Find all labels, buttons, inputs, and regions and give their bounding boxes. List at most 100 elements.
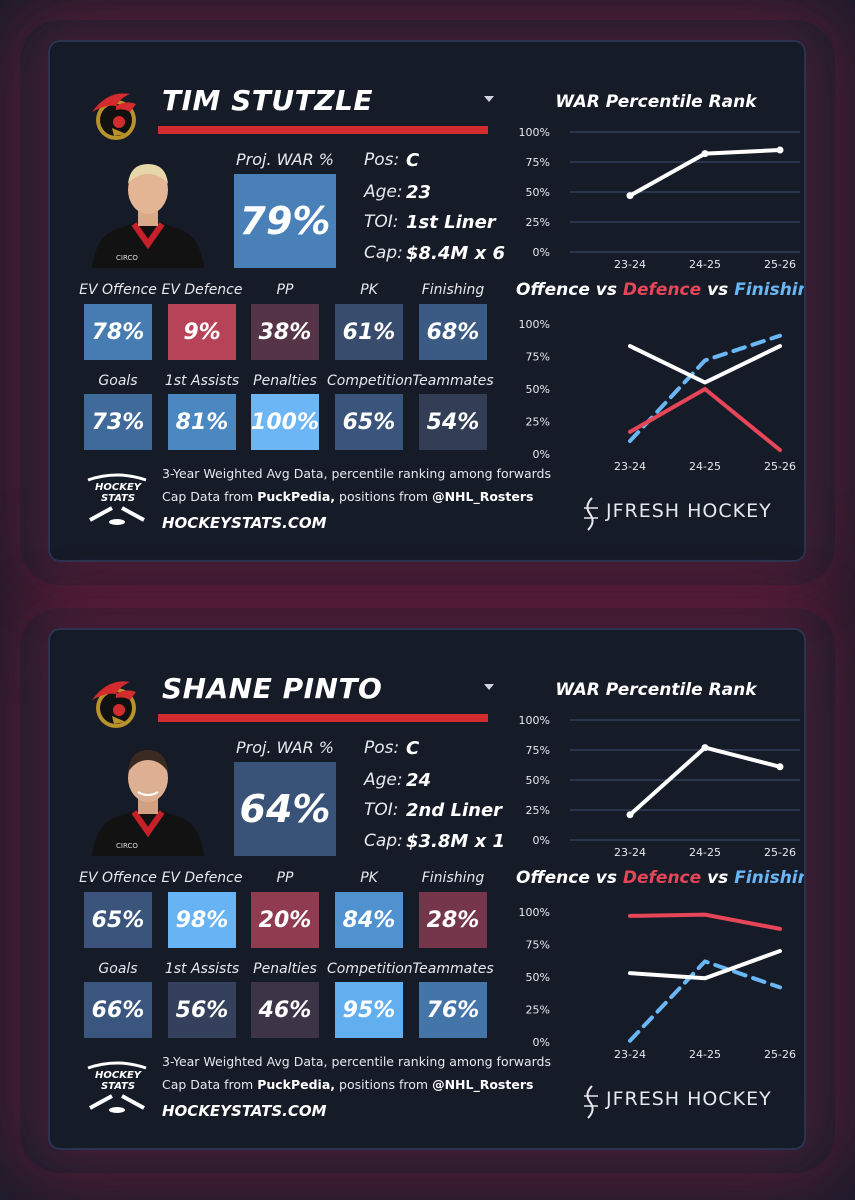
info-label-pos: Pos: bbox=[364, 738, 400, 758]
war-chart-title: WAR Percentile Rank bbox=[555, 92, 757, 112]
x-tick-label: 24-25 bbox=[689, 258, 721, 270]
hockeystats-logo-text: HOCKEY STATS bbox=[94, 482, 142, 504]
metric-value-box: 46% bbox=[251, 982, 319, 1038]
y-tick-label: 75% bbox=[526, 351, 550, 364]
metric-value-box: 61% bbox=[335, 304, 403, 360]
metric-value-box: 9% bbox=[168, 304, 236, 360]
svg-text:CIRCO: CIRCO bbox=[116, 254, 138, 262]
x-tick-label: 24-25 bbox=[689, 1048, 721, 1061]
metric-label: Penalties bbox=[253, 961, 317, 977]
footer-credit-prefix: Cap Data from bbox=[162, 489, 258, 504]
metric-label: Goals bbox=[98, 961, 138, 977]
war-label: Proj. WAR % bbox=[236, 738, 335, 757]
war-label: Proj. WAR % bbox=[236, 150, 335, 169]
war-point bbox=[701, 744, 709, 752]
y-tick-label: 25% bbox=[526, 1004, 550, 1017]
series-line-finishing bbox=[628, 333, 782, 443]
player-name: TIM STUTZLE bbox=[162, 84, 374, 117]
metric-value-box: 68% bbox=[419, 304, 487, 360]
metric-value-box: 65% bbox=[84, 892, 152, 948]
metric-label: EV Defence bbox=[161, 282, 243, 298]
info-value-pos: C bbox=[406, 738, 420, 759]
metric-label: 1st Assists bbox=[164, 373, 240, 389]
metric-label: Teammates bbox=[412, 373, 494, 389]
y-tick-label: 0% bbox=[533, 448, 550, 461]
info-value-age: 24 bbox=[406, 770, 432, 791]
hockeystats-logo-icon bbox=[87, 473, 147, 525]
x-tick-label: 23-24 bbox=[614, 846, 646, 858]
y-tick-label: 75% bbox=[526, 744, 550, 757]
metric-label: Finishing bbox=[421, 282, 485, 298]
war-chart-title: WAR Percentile Rank bbox=[555, 680, 757, 700]
footer-credit-mid: positions from bbox=[335, 489, 433, 504]
footer-credits: Cap Data from PuckPedia, positions from … bbox=[162, 489, 533, 504]
nhl-rosters-credit: @NHL_Rosters bbox=[432, 1077, 534, 1092]
jfresh-watermark: JFRESH HOCKEY bbox=[606, 1088, 772, 1110]
offence-defence-finishing-chart: 0% 25% 50% 75% 100% 23-24 24-25 25-26 bbox=[519, 318, 796, 473]
y-tick-label: 100% bbox=[519, 906, 550, 919]
war-point bbox=[776, 763, 784, 771]
war-point bbox=[776, 146, 784, 154]
ovdvf-chart-title: Offence vs Defence vs Finishing bbox=[516, 280, 804, 300]
senators-logo-icon bbox=[92, 93, 136, 140]
info-value-pos: C bbox=[406, 150, 420, 171]
title-defence: Defence bbox=[622, 868, 702, 888]
y-tick-label: 25% bbox=[526, 216, 550, 229]
metric-value-box: 66% bbox=[84, 982, 152, 1038]
metric-value-box: 20% bbox=[251, 892, 319, 948]
x-tick-label: 23-24 bbox=[614, 1048, 646, 1061]
x-tick-label: 23-24 bbox=[614, 460, 646, 473]
series-line-offence bbox=[628, 344, 782, 385]
war-value-box: 79% bbox=[234, 174, 336, 268]
x-tick-label: 24-25 bbox=[689, 460, 721, 473]
y-tick-label: 0% bbox=[533, 834, 550, 847]
metric-label: EV Offence bbox=[79, 282, 157, 298]
y-tick-label: 50% bbox=[526, 383, 550, 396]
metric-label: Competition bbox=[327, 373, 413, 389]
info-label-toi: TOI: bbox=[364, 800, 399, 820]
hockeystats-logo-text: HOCKEY STATS bbox=[94, 1070, 142, 1092]
hockeystats-logo-icon bbox=[87, 1061, 147, 1113]
info-label-cap: Cap: bbox=[364, 831, 403, 851]
y-tick-label: 50% bbox=[526, 774, 550, 787]
metric-label: Goals bbox=[98, 373, 138, 389]
war-value-box: 64% bbox=[234, 762, 336, 856]
x-tick-label: 25-26 bbox=[764, 258, 796, 270]
war-point bbox=[701, 150, 709, 158]
info-value-cap: $8.4M x 6 bbox=[406, 243, 505, 264]
metric-value-box: 78% bbox=[84, 304, 152, 360]
metric-label: Penalties bbox=[253, 373, 317, 389]
y-tick-label: 75% bbox=[526, 939, 550, 952]
metric-label: 1st Assists bbox=[164, 961, 240, 977]
footer-credits: Cap Data from PuckPedia, positions from … bbox=[162, 1077, 533, 1092]
war-point bbox=[626, 192, 634, 200]
series-line-defence bbox=[628, 912, 782, 931]
player-dropdown-caret-icon[interactable] bbox=[484, 684, 494, 690]
series-line-offence bbox=[628, 949, 782, 981]
title-finishing: Finishing bbox=[734, 280, 804, 300]
info-label-cap: Cap: bbox=[364, 243, 403, 263]
metric-value-box: 38% bbox=[251, 304, 319, 360]
x-tick-label: 25-26 bbox=[764, 846, 796, 858]
y-tick-label: 100% bbox=[519, 126, 550, 139]
info-value-cap: $3.8M x 1 bbox=[406, 831, 505, 852]
name-underline bbox=[158, 126, 488, 134]
title-vs: vs bbox=[589, 280, 623, 300]
metric-value-box: 73% bbox=[84, 394, 152, 450]
series-line-finishing bbox=[628, 959, 782, 1043]
title-vs: vs bbox=[701, 868, 735, 888]
x-tick-label: 25-26 bbox=[764, 1048, 796, 1061]
player-dropdown-caret-icon[interactable] bbox=[484, 96, 494, 102]
ovdvf-chart-title: Offence vs Defence vs Finishing bbox=[516, 868, 804, 888]
footer-site: HOCKEYSTATS.COM bbox=[162, 514, 327, 532]
metric-label: Competition bbox=[327, 961, 413, 977]
title-offence: Offence bbox=[516, 280, 590, 300]
x-tick-label: 25-26 bbox=[764, 460, 796, 473]
metric-label: PP bbox=[276, 870, 294, 886]
metric-label: EV Offence bbox=[79, 870, 157, 886]
info-value-toi: 2nd Liner bbox=[406, 800, 503, 821]
senators-logo-icon bbox=[92, 681, 136, 728]
metric-label: Finishing bbox=[421, 870, 485, 886]
war-percentile-chart: 0% 25% 50% 75% 100% 23-24 24-25 25-26 bbox=[519, 714, 800, 858]
svg-text:CIRCO: CIRCO bbox=[116, 842, 138, 850]
